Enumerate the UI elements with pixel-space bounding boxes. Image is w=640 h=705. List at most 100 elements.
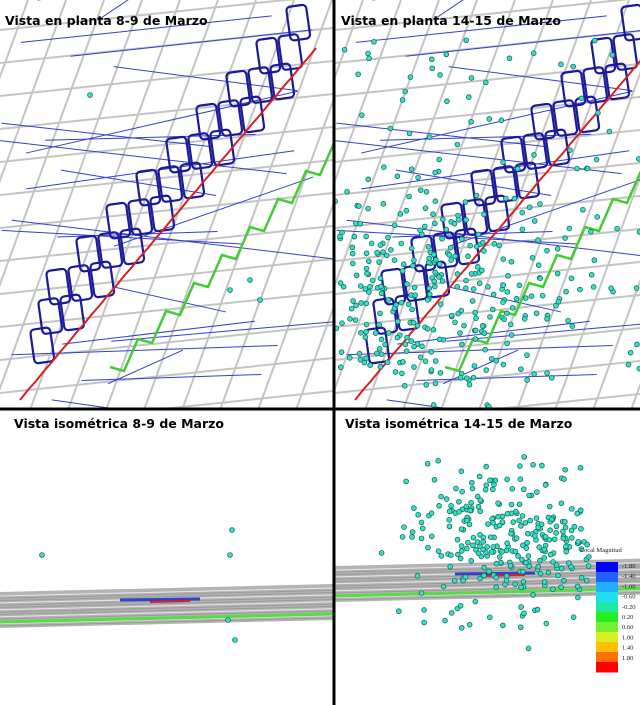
event-dot: [459, 469, 464, 474]
event-dot: [501, 623, 506, 628]
legend-label: -0.60: [622, 594, 636, 601]
event-dot: [531, 51, 536, 56]
event-dot: [396, 609, 401, 614]
event-dot: [472, 364, 477, 369]
event-dot: [350, 251, 355, 256]
event-dot: [436, 549, 441, 554]
event-dot: [520, 569, 525, 574]
event-dot: [552, 537, 557, 542]
event-dot: [477, 281, 482, 286]
event-dot: [338, 365, 343, 370]
event-dot: [609, 286, 614, 291]
event-dot: [469, 76, 474, 81]
event-dot: [412, 258, 417, 263]
event-dot: [520, 514, 525, 519]
event-dot: [447, 509, 452, 514]
event-dot: [352, 234, 357, 239]
event-dot: [504, 578, 509, 583]
event-dot: [454, 486, 459, 491]
event-dot: [378, 276, 383, 281]
event-dot: [535, 607, 540, 612]
event-dot: [522, 317, 527, 322]
event-dot: [517, 283, 522, 288]
event-dot: [448, 564, 453, 569]
event-dot: [504, 311, 509, 316]
panel-title: Vista isométrica 8-9 de Marzo: [14, 416, 224, 431]
event-dot: [359, 113, 364, 118]
event-dot: [365, 271, 370, 276]
event-dot: [489, 550, 494, 555]
event-dot: [350, 261, 355, 266]
event-dot: [559, 585, 564, 590]
event-dot: [471, 543, 476, 548]
event-dot: [466, 95, 471, 100]
event-dot: [366, 259, 371, 264]
event-dot: [510, 486, 515, 491]
event-dot: [88, 93, 93, 98]
event-dot: [474, 193, 479, 198]
event-dot: [488, 535, 493, 540]
event-dot: [536, 525, 541, 530]
event-dot: [420, 344, 425, 349]
event-dot: [592, 38, 597, 43]
event-dot: [230, 528, 235, 533]
event-dot: [525, 378, 530, 383]
event-dot: [425, 326, 430, 331]
event-dot: [492, 241, 497, 246]
event-dot: [378, 243, 383, 248]
event-dot: [542, 579, 547, 584]
event-dot: [491, 520, 496, 525]
event-dot: [449, 258, 454, 263]
event-dot: [374, 351, 379, 356]
event-dot: [478, 509, 483, 514]
event-dot: [512, 196, 517, 201]
event-dot: [466, 254, 471, 259]
event-dot: [467, 522, 472, 527]
event-dot: [543, 534, 548, 539]
event-dot: [505, 341, 510, 346]
event-dot: [392, 306, 397, 311]
event-dot: [401, 262, 406, 267]
event-dot: [438, 73, 443, 78]
event-dot: [464, 546, 469, 551]
event-dot: [356, 204, 361, 209]
event-dot: [364, 329, 369, 334]
event-dot: [447, 517, 452, 522]
colorbar: -1.80-1.40-1.00-0.60-0.200.200.601.001.4…: [596, 562, 636, 673]
event-dot: [372, 39, 377, 44]
event-dot: [364, 266, 369, 271]
event-dot: [513, 582, 518, 587]
event-dot: [469, 480, 474, 485]
event-dot: [563, 467, 568, 472]
event-dot: [354, 273, 359, 278]
event-dot: [363, 335, 368, 340]
event-dot: [484, 464, 489, 469]
event-dot: [564, 549, 569, 554]
event-dot: [419, 591, 424, 596]
event-dot: [592, 258, 597, 263]
event-dot: [340, 230, 345, 235]
event-dot: [494, 585, 499, 590]
event-dot: [422, 224, 427, 229]
event-dot: [518, 625, 523, 630]
event-dot: [425, 461, 430, 466]
event-dot: [392, 258, 397, 263]
event-dot: [595, 215, 600, 220]
event-dot: [483, 80, 488, 85]
event-dot: [509, 502, 514, 507]
event-dot: [452, 221, 457, 226]
event-dot: [484, 368, 489, 373]
event-dot: [410, 534, 415, 539]
event-dot: [379, 284, 384, 289]
event-dot: [377, 346, 382, 351]
event-dot: [471, 287, 476, 292]
event-dot: [562, 519, 567, 524]
colorbar-swatch: [596, 662, 618, 673]
legend-label: -1.00: [622, 583, 636, 590]
event-dot: [434, 258, 439, 263]
event-dot: [429, 368, 434, 373]
event-dot: [358, 221, 363, 226]
event-dot: [524, 546, 529, 551]
event-dot: [559, 62, 564, 67]
event-dot: [562, 578, 567, 583]
